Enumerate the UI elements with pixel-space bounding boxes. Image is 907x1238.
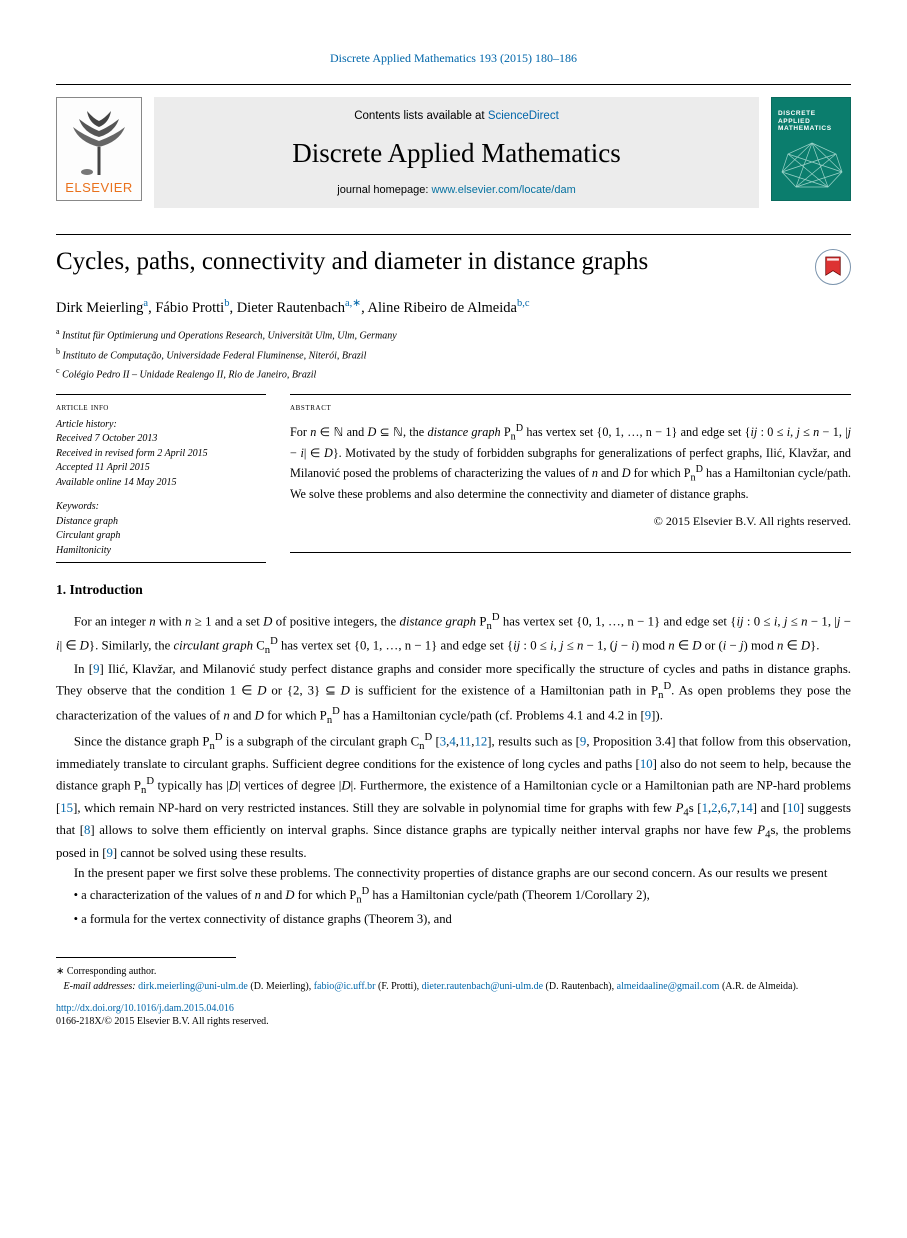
crossmark-icon xyxy=(823,255,843,279)
corresponding-author: ∗ Corresponding author. xyxy=(56,964,851,979)
email-link[interactable]: dirk.meierling@uni-ulm.de xyxy=(138,981,248,992)
rule-top xyxy=(56,84,851,85)
body-paragraphs: For an integer n with n ≥ 1 and a set D … xyxy=(56,610,851,884)
email-link[interactable]: dieter.rautenbach@uni-ulm.de xyxy=(422,981,543,992)
section-heading: 1. Introduction xyxy=(56,581,851,599)
history-line: Received 7 October 2013 xyxy=(56,432,266,447)
abstract-body: For n ∈ ℕ and D ⊆ ℕ, the distance graph … xyxy=(290,422,851,504)
abstract-header: abstract xyxy=(290,401,851,415)
article-title: Cycles, paths, connectivity and diameter… xyxy=(56,247,805,277)
cover-graph-icon xyxy=(778,140,846,190)
affil-ref: b,c xyxy=(517,298,530,309)
cover-title-line: APPLIED xyxy=(778,118,810,125)
affil-ref: a xyxy=(143,298,148,309)
cover-title-line: DISCRETE xyxy=(778,110,816,117)
homepage-prefix: journal homepage: xyxy=(337,184,431,196)
meta-row: article info Article history:Received 7 … xyxy=(56,394,851,563)
footnotes: ∗ Corresponding author. E-mail addresses… xyxy=(56,964,851,994)
journal-cover-thumb[interactable]: DISCRETE APPLIED MATHEMATICS xyxy=(771,97,851,201)
elsevier-logo[interactable]: ELSEVIER xyxy=(56,97,142,201)
keyword: Circulant graph xyxy=(56,529,266,544)
corresp-text: Corresponding author. xyxy=(67,966,156,977)
top-citation-link[interactable]: Discrete Applied Mathematics 193 (2015) … xyxy=(330,51,577,65)
result-list: • a characterization of the values of n … xyxy=(56,884,851,928)
doi-link[interactable]: http://dx.doi.org/10.1016/j.dam.2015.04.… xyxy=(56,1003,234,1014)
affil-ref: b xyxy=(224,298,229,309)
elsevier-wordmark: ELSEVIER xyxy=(65,179,133,201)
elsevier-tree-icon xyxy=(59,107,139,179)
list-item: • a characterization of the values of n … xyxy=(56,884,851,908)
affiliations: a Institut für Optimierung und Operation… xyxy=(56,326,851,382)
authors: Dirk Meierlinga, Fábio Prottib, Dieter R… xyxy=(56,295,851,320)
contents-available: Contents lists available at ScienceDirec… xyxy=(354,109,559,125)
history-lines: Article history:Received 7 October 2013R… xyxy=(56,418,266,491)
keyword: Distance graph xyxy=(56,515,266,530)
affiliation: b Instituto de Computação, Universidade … xyxy=(56,346,851,363)
top-citation: Discrete Applied Mathematics 193 (2015) … xyxy=(56,50,851,66)
rule-below-masthead xyxy=(56,234,851,235)
masthead-center: Contents lists available at ScienceDirec… xyxy=(154,97,759,208)
cover-title: DISCRETE APPLIED MATHEMATICS xyxy=(778,110,832,132)
article-info-header: article info xyxy=(56,401,266,416)
paragraph: In [9] Ilić, Klavžar, and Milanović stud… xyxy=(56,660,851,729)
title-row: Cycles, paths, connectivity and diameter… xyxy=(56,247,851,285)
list-item: • a formula for the vertex connectivity … xyxy=(56,910,851,929)
history-line: Available online 14 May 2015 xyxy=(56,476,266,491)
paragraph: Since the distance graph PnD is a subgra… xyxy=(56,730,851,863)
section-number: 1. xyxy=(56,582,66,597)
sciencedirect-link[interactable]: ScienceDirect xyxy=(488,110,559,122)
abstract-rule xyxy=(290,552,851,563)
affiliation: a Institut für Optimierung und Operation… xyxy=(56,326,851,343)
email-link[interactable]: fabio@ic.uff.br xyxy=(314,981,376,992)
keywords-header: Keywords: xyxy=(56,500,266,515)
cover-title-line: MATHEMATICS xyxy=(778,125,832,132)
keywords: Distance graphCirculant graphHamiltonici… xyxy=(56,515,266,559)
journal-homepage: journal homepage: www.elsevier.com/locat… xyxy=(337,183,575,198)
affiliation: c Colégio Pedro II – Unidade Realengo II… xyxy=(56,365,851,382)
corresp-star-icon: ∗ xyxy=(56,966,64,977)
page: Discrete Applied Mathematics 193 (2015) … xyxy=(0,0,907,1059)
footer-copyright: 0166-218X/© 2015 Elsevier B.V. All right… xyxy=(56,1016,269,1027)
abstract-box: abstract For n ∈ ℕ and D ⊆ ℕ, the distan… xyxy=(290,394,851,563)
email-link[interactable]: almeidaaline@gmail.com xyxy=(617,981,720,992)
crossmark-button[interactable] xyxy=(815,249,851,285)
history-line: Article history: xyxy=(56,418,266,433)
article-info: article info Article history:Received 7 … xyxy=(56,394,266,563)
keyword: Hamiltonicity xyxy=(56,544,266,559)
article-info-rule xyxy=(56,562,266,563)
masthead: ELSEVIER Contents lists available at Sci… xyxy=(56,97,851,208)
contents-available-text: Contents lists available at xyxy=(354,110,488,122)
paragraph: For an integer n with n ≥ 1 and a set D … xyxy=(56,610,851,660)
history-line: Received in revised form 2 April 2015 xyxy=(56,447,266,462)
homepage-link[interactable]: www.elsevier.com/locate/dam xyxy=(431,184,575,196)
abstract-copyright: © 2015 Elsevier B.V. All rights reserved… xyxy=(290,513,851,529)
email-addresses: E-mail addresses: dirk.meierling@uni-ulm… xyxy=(56,979,851,994)
journal-title: Discrete Applied Mathematics xyxy=(292,135,620,171)
history-line: Accepted 11 April 2015 xyxy=(56,461,266,476)
journal-name: Discrete Applied Mathematics xyxy=(330,51,476,65)
journal-citation: 193 (2015) 180–186 xyxy=(479,51,577,65)
paragraph: In the present paper we first solve thes… xyxy=(56,864,851,883)
section-name: Introduction xyxy=(70,582,143,597)
corresp-ref: ∗ xyxy=(352,298,361,309)
doi: http://dx.doi.org/10.1016/j.dam.2015.04.… xyxy=(56,1002,851,1029)
footnote-rule xyxy=(56,957,236,958)
